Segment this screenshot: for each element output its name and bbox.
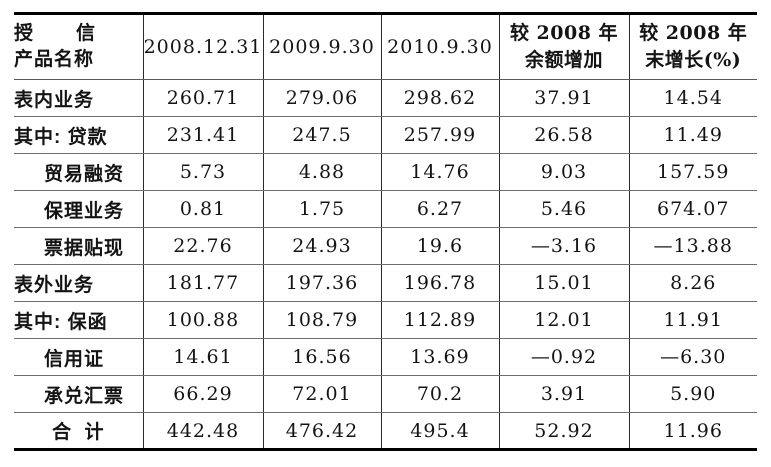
cell-value: 196.78 <box>380 264 499 302</box>
header-row: 授 信 产品名称 2008.12.31 2009.9.30 2010.9.30 … <box>14 13 757 80</box>
header-product-char1: 授 <box>14 23 35 44</box>
header-growth-percent-line2: 末增长(%) <box>645 49 742 71</box>
cell-value: 108.79 <box>262 301 381 339</box>
cell-value: 157.59 <box>628 153 757 191</box>
table-row-trade-finance: 贸易融资 5.73 4.88 14.76 9.03 157.59 <box>14 153 757 191</box>
header-product-name: 授 信 产品名称 <box>14 13 143 80</box>
cell-value: 260.71 <box>142 79 263 117</box>
table-row-loans: 其中: 贷款 231.41 247.5 257.99 26.58 11.49 <box>14 116 757 154</box>
cell-value: 1.75 <box>262 190 381 228</box>
cell-value: 19.6 <box>380 227 499 265</box>
row-label: 表内业务 <box>14 79 143 117</box>
row-label: 表外业务 <box>14 264 143 302</box>
cell-value: 70.2 <box>380 375 499 413</box>
cell-value: 279.06 <box>262 79 381 117</box>
cell-value: 11.91 <box>628 301 757 339</box>
header-date-2010-9-30: 2010.9.30 <box>380 13 499 80</box>
cell-value: 0.81 <box>142 190 263 228</box>
cell-value: 16.56 <box>262 338 381 376</box>
row-label: 承兑汇票 <box>14 375 143 413</box>
cell-value: 24.93 <box>262 227 381 265</box>
cell-value: 298.62 <box>380 79 499 117</box>
header-growth-percent-line1: 较 2008 年 <box>639 22 748 44</box>
cell-value: 4.88 <box>262 153 381 191</box>
cell-value: 100.88 <box>142 301 263 339</box>
header-growth-percent: 较 2008 年 末增长(%) <box>628 13 757 80</box>
cell-value: 674.07 <box>628 190 757 228</box>
cell-value: 5.90 <box>628 375 757 413</box>
header-date-2009-9-30: 2009.9.30 <box>262 13 381 80</box>
cell-value: 442.48 <box>142 412 263 450</box>
cell-value: 12.01 <box>498 301 629 339</box>
table-row-off-balance-business: 表外业务 181.77 197.36 196.78 15.01 8.26 <box>14 264 757 302</box>
cell-value: —13.88 <box>628 227 757 265</box>
header-product-char2: 信 <box>75 23 96 44</box>
table-row-bank-acceptance: 承兑汇票 66.29 72.01 70.2 3.91 5.90 <box>14 375 757 413</box>
cell-value: 13.69 <box>380 338 499 376</box>
cell-value: 8.26 <box>628 264 757 302</box>
cell-value: 11.96 <box>628 412 757 450</box>
cell-value: 476.42 <box>262 412 381 450</box>
cell-value: —0.92 <box>498 338 629 376</box>
header-date-2008-12-31: 2008.12.31 <box>142 13 263 80</box>
header-balance-increase-line1: 较 2008 年 <box>509 22 619 44</box>
cell-value: 14.61 <box>142 338 263 376</box>
row-label: 其中: 保函 <box>14 301 143 339</box>
cell-value: 72.01 <box>262 375 381 413</box>
row-label: 票据贴现 <box>14 227 143 265</box>
table-row-factoring: 保理业务 0.81 1.75 6.27 5.46 674.07 <box>14 190 757 228</box>
cell-value: 231.41 <box>142 116 263 154</box>
row-label: 信用证 <box>14 338 143 376</box>
table-row-total: 合 计 442.48 476.42 495.4 52.92 11.96 <box>14 412 757 450</box>
row-label: 保理业务 <box>14 190 143 228</box>
cell-value: 3.91 <box>498 375 629 413</box>
cell-value: 112.89 <box>380 301 499 339</box>
cell-value: 26.58 <box>498 116 629 154</box>
cell-value: 247.5 <box>262 116 381 154</box>
cell-value: 5.73 <box>142 153 263 191</box>
row-label: 贸易融资 <box>14 153 143 191</box>
cell-value: 9.03 <box>498 153 629 191</box>
cell-value: 6.27 <box>380 190 499 228</box>
cell-value: 197.36 <box>262 264 381 302</box>
cell-value: 257.99 <box>380 116 499 154</box>
cell-value: 66.29 <box>142 375 263 413</box>
table-row-guarantees: 其中: 保函 100.88 108.79 112.89 12.01 11.91 <box>14 301 757 339</box>
row-label: 合 计 <box>51 422 105 443</box>
table-row-bill-discount: 票据贴现 22.76 24.93 19.6 —3.16 —13.88 <box>14 227 757 265</box>
cell-value: 14.54 <box>628 79 757 117</box>
row-label: 其中: 贷款 <box>14 116 143 154</box>
cell-value: 15.01 <box>498 264 629 302</box>
cell-value: 37.91 <box>498 79 629 117</box>
header-balance-increase: 较 2008 年 余额增加 <box>498 13 629 80</box>
cell-value: 5.46 <box>498 190 629 228</box>
cell-value: 181.77 <box>142 264 263 302</box>
header-balance-increase-line2: 余额增加 <box>524 49 603 71</box>
table-row-on-balance-business: 表内业务 260.71 279.06 298.62 37.91 14.54 <box>14 79 757 117</box>
cell-value: 495.4 <box>380 412 499 450</box>
cell-value: 22.76 <box>142 227 263 265</box>
cell-value: 11.49 <box>628 116 757 154</box>
table-row-letters-of-credit: 信用证 14.61 16.56 13.69 —0.92 —6.30 <box>14 338 757 376</box>
cell-value: —6.30 <box>628 338 757 376</box>
cell-value: 52.92 <box>498 412 629 450</box>
cell-value: —3.16 <box>498 227 629 265</box>
credit-products-table: 授 信 产品名称 2008.12.31 2009.9.30 2010.9.30 … <box>14 12 757 451</box>
header-product-name-line1: 授 信 <box>14 21 96 47</box>
header-product-name-line2: 产品名称 <box>14 49 95 70</box>
cell-value: 14.76 <box>380 153 499 191</box>
